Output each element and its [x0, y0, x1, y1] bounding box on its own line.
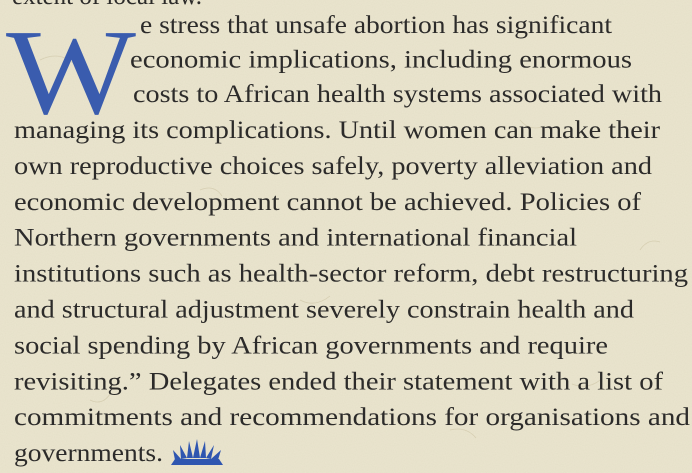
text-line: Northern governments and international f… — [14, 225, 577, 252]
text-line: managing its complications. Until women … — [14, 117, 661, 144]
text-line: governments. — [14, 440, 163, 467]
text-line: e stress that unsafe abortion has signif… — [140, 12, 612, 39]
text-line: own reproductive choices safely, poverty… — [14, 153, 653, 180]
text-line: economic development cannot be achieved.… — [14, 189, 642, 216]
text-line: and structural adjustment severely const… — [14, 297, 635, 324]
page: {"top_fragment": "extent of local law.",… — [0, 0, 692, 473]
text-line: commitments and recommendations for orga… — [14, 404, 691, 431]
text-line: economic implications, including enormou… — [130, 47, 632, 74]
document: extent of local law. W e stress that uns… — [0, 0, 692, 473]
text-line: costs to African health systems associat… — [133, 81, 663, 108]
text-line: institutions such as health-sector refor… — [14, 261, 689, 288]
text-line: social spending by African governments a… — [14, 332, 608, 359]
text-line: revisiting.” Delegates ended their state… — [14, 368, 664, 395]
